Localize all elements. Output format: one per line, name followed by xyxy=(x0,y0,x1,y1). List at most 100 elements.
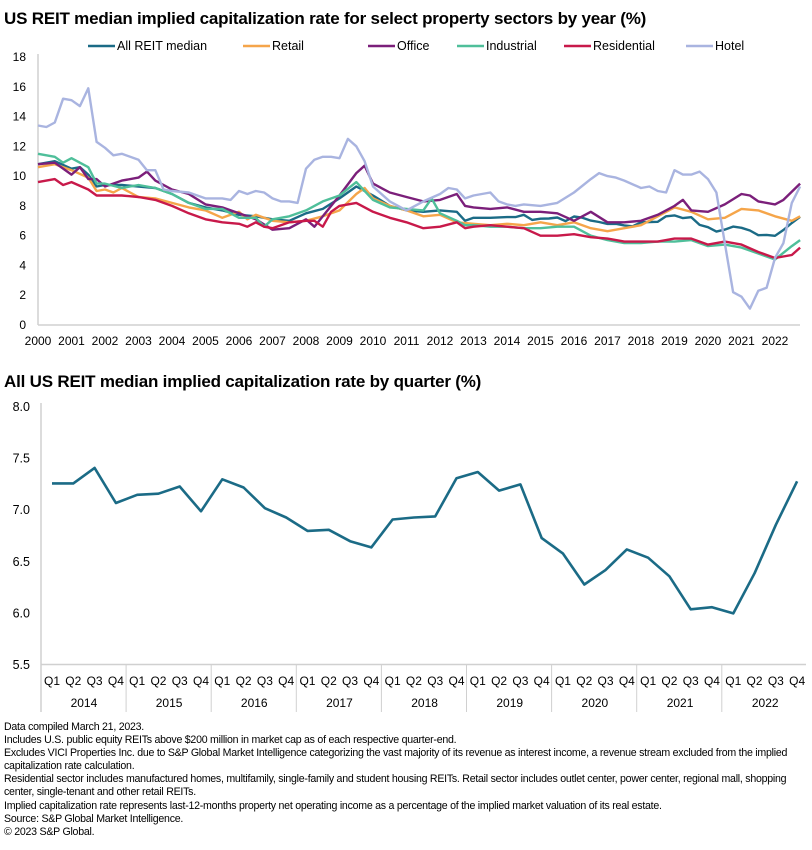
x-tick-label: 2018 xyxy=(628,334,655,348)
quarter-tick-label: Q1 xyxy=(129,674,145,688)
x-tick-label: 2009 xyxy=(326,334,353,348)
quarter-tick-label: Q4 xyxy=(534,674,550,688)
y-tick-label: 6 xyxy=(19,229,26,243)
x-tick-label: 2015 xyxy=(527,334,554,348)
series-line-all-reit-median-quarterly xyxy=(52,466,799,615)
year-tick-label: 2020 xyxy=(582,696,609,710)
year-tick-label: 2016 xyxy=(241,696,268,710)
quarter-tick-label: Q4 xyxy=(619,674,635,688)
legend-label: All REIT median xyxy=(117,39,207,53)
quarter-tick-label: Q1 xyxy=(44,674,60,688)
quarter-tick-label: Q2 xyxy=(150,674,166,688)
y-tick-label: 18 xyxy=(13,50,27,64)
year-tick-label: 2015 xyxy=(156,696,183,710)
quarter-tick-label: Q2 xyxy=(747,674,763,688)
quarter-tick-label: Q2 xyxy=(491,674,507,688)
x-tick-label: 2012 xyxy=(427,334,454,348)
y-tick-label: 4 xyxy=(19,258,26,272)
chart-title-sectors: US REIT median implied capitalization ra… xyxy=(4,9,647,28)
quarter-tick-label: Q4 xyxy=(789,674,805,688)
footnotes: Data compiled March 21, 2023. Includes U… xyxy=(4,721,812,839)
legend-label: Industrial xyxy=(486,39,537,53)
quarter-tick-label: Q3 xyxy=(87,674,103,688)
quarter-tick-label: Q1 xyxy=(555,674,571,688)
footnote-definition: Implied capitalization rate represents l… xyxy=(4,799,662,812)
series-line-industrial xyxy=(37,152,801,261)
quarter-tick-label: Q1 xyxy=(385,674,401,688)
year-tick-label: 2017 xyxy=(326,696,353,710)
x-tick-label: 2013 xyxy=(460,334,487,348)
x-tick-label: 2006 xyxy=(226,334,253,348)
quarter-tick-label: Q2 xyxy=(406,674,422,688)
x-tick-label: 2022 xyxy=(762,334,789,348)
quarter-tick-label: Q4 xyxy=(278,674,294,688)
y-tick-label: 16 xyxy=(13,80,27,94)
y-tick-label: 8.0 xyxy=(13,400,30,414)
year-tick-label: 2018 xyxy=(411,696,438,710)
quarter-tick-label: Q1 xyxy=(725,674,741,688)
quarter-tick-label: Q3 xyxy=(257,674,273,688)
quarter-tick-label: Q1 xyxy=(470,674,486,688)
series-line-office xyxy=(37,161,801,231)
quarter-tick-label: Q3 xyxy=(172,674,188,688)
x-tick-label: 2016 xyxy=(561,334,588,348)
y-tick-label: 6.5 xyxy=(13,555,30,569)
y-tick-label: 0 xyxy=(19,318,26,332)
x-tick-label: 2002 xyxy=(92,334,119,348)
footnote-includes: Includes U.S. public equity REITs above … xyxy=(4,734,457,747)
quarter-tick-label: Q1 xyxy=(299,674,315,688)
quarter-tick-label: Q1 xyxy=(640,674,656,688)
y-tick-label: 6.0 xyxy=(13,606,30,620)
quarter-tick-label: Q4 xyxy=(108,674,124,688)
quarter-tick-label: Q4 xyxy=(449,674,465,688)
x-tick-label: 2014 xyxy=(494,334,521,348)
quarter-tick-label: Q3 xyxy=(768,674,784,688)
quarter-tick-label: Q3 xyxy=(427,674,443,688)
footnote-copyright: © 2023 S&P Global. xyxy=(4,825,95,838)
legend-label: Hotel xyxy=(715,39,744,53)
x-tick-label: 2017 xyxy=(594,334,621,348)
x-tick-label: 2019 xyxy=(661,334,688,348)
y-tick-label: 14 xyxy=(13,110,27,124)
y-tick-label: 2 xyxy=(19,288,26,302)
quarter-tick-label: Q3 xyxy=(342,674,358,688)
y-tick-label: 10 xyxy=(13,169,27,183)
x-tick-label: 2008 xyxy=(293,334,320,348)
quarter-tick-label: Q4 xyxy=(193,674,209,688)
y-tick-label: 5.5 xyxy=(13,658,30,672)
chart-title-quarterly: All US REIT median implied capitalizatio… xyxy=(4,372,482,391)
y-tick-label: 7.0 xyxy=(13,503,30,517)
quarter-tick-label: Q2 xyxy=(661,674,677,688)
footnote-compiled: Data compiled March 21, 2023. xyxy=(4,721,144,733)
quarter-tick-label: Q3 xyxy=(683,674,699,688)
x-tick-label: 2003 xyxy=(125,334,152,348)
quarter-tick-label: Q4 xyxy=(704,674,720,688)
y-tick-label: 12 xyxy=(13,139,27,153)
legend-label: Retail xyxy=(272,39,304,53)
y-tick-label: 8 xyxy=(19,199,26,213)
legend-label: Residential xyxy=(593,39,655,53)
x-tick-label: 2020 xyxy=(695,334,722,348)
x-tick-label: 2001 xyxy=(58,334,85,348)
y-tick-label: 7.5 xyxy=(13,452,30,466)
year-tick-label: 2021 xyxy=(667,696,694,710)
series-line-residential xyxy=(37,177,801,260)
quarter-tick-label: Q2 xyxy=(321,674,337,688)
quarter-tick-label: Q2 xyxy=(576,674,592,688)
quarter-tick-label: Q1 xyxy=(214,674,230,688)
x-tick-label: 2000 xyxy=(25,334,52,348)
quarter-tick-label: Q2 xyxy=(65,674,81,688)
quarter-tick-label: Q3 xyxy=(512,674,528,688)
quarter-tick-label: Q3 xyxy=(598,674,614,688)
quarter-tick-label: Q2 xyxy=(236,674,252,688)
year-tick-label: 2014 xyxy=(71,696,98,710)
quarter-tick-label: Q4 xyxy=(363,674,379,688)
x-tick-label: 2011 xyxy=(394,334,420,348)
year-tick-label: 2019 xyxy=(496,696,523,710)
footnote-excludes: Excludes VICI Properties Inc. due to S&P… xyxy=(4,747,788,773)
legend-label: Office xyxy=(397,39,429,53)
x-tick-label: 2004 xyxy=(159,334,186,348)
footnote-sectors: Residential sector includes manufactured… xyxy=(4,773,787,799)
series-line-hotel xyxy=(37,87,802,310)
